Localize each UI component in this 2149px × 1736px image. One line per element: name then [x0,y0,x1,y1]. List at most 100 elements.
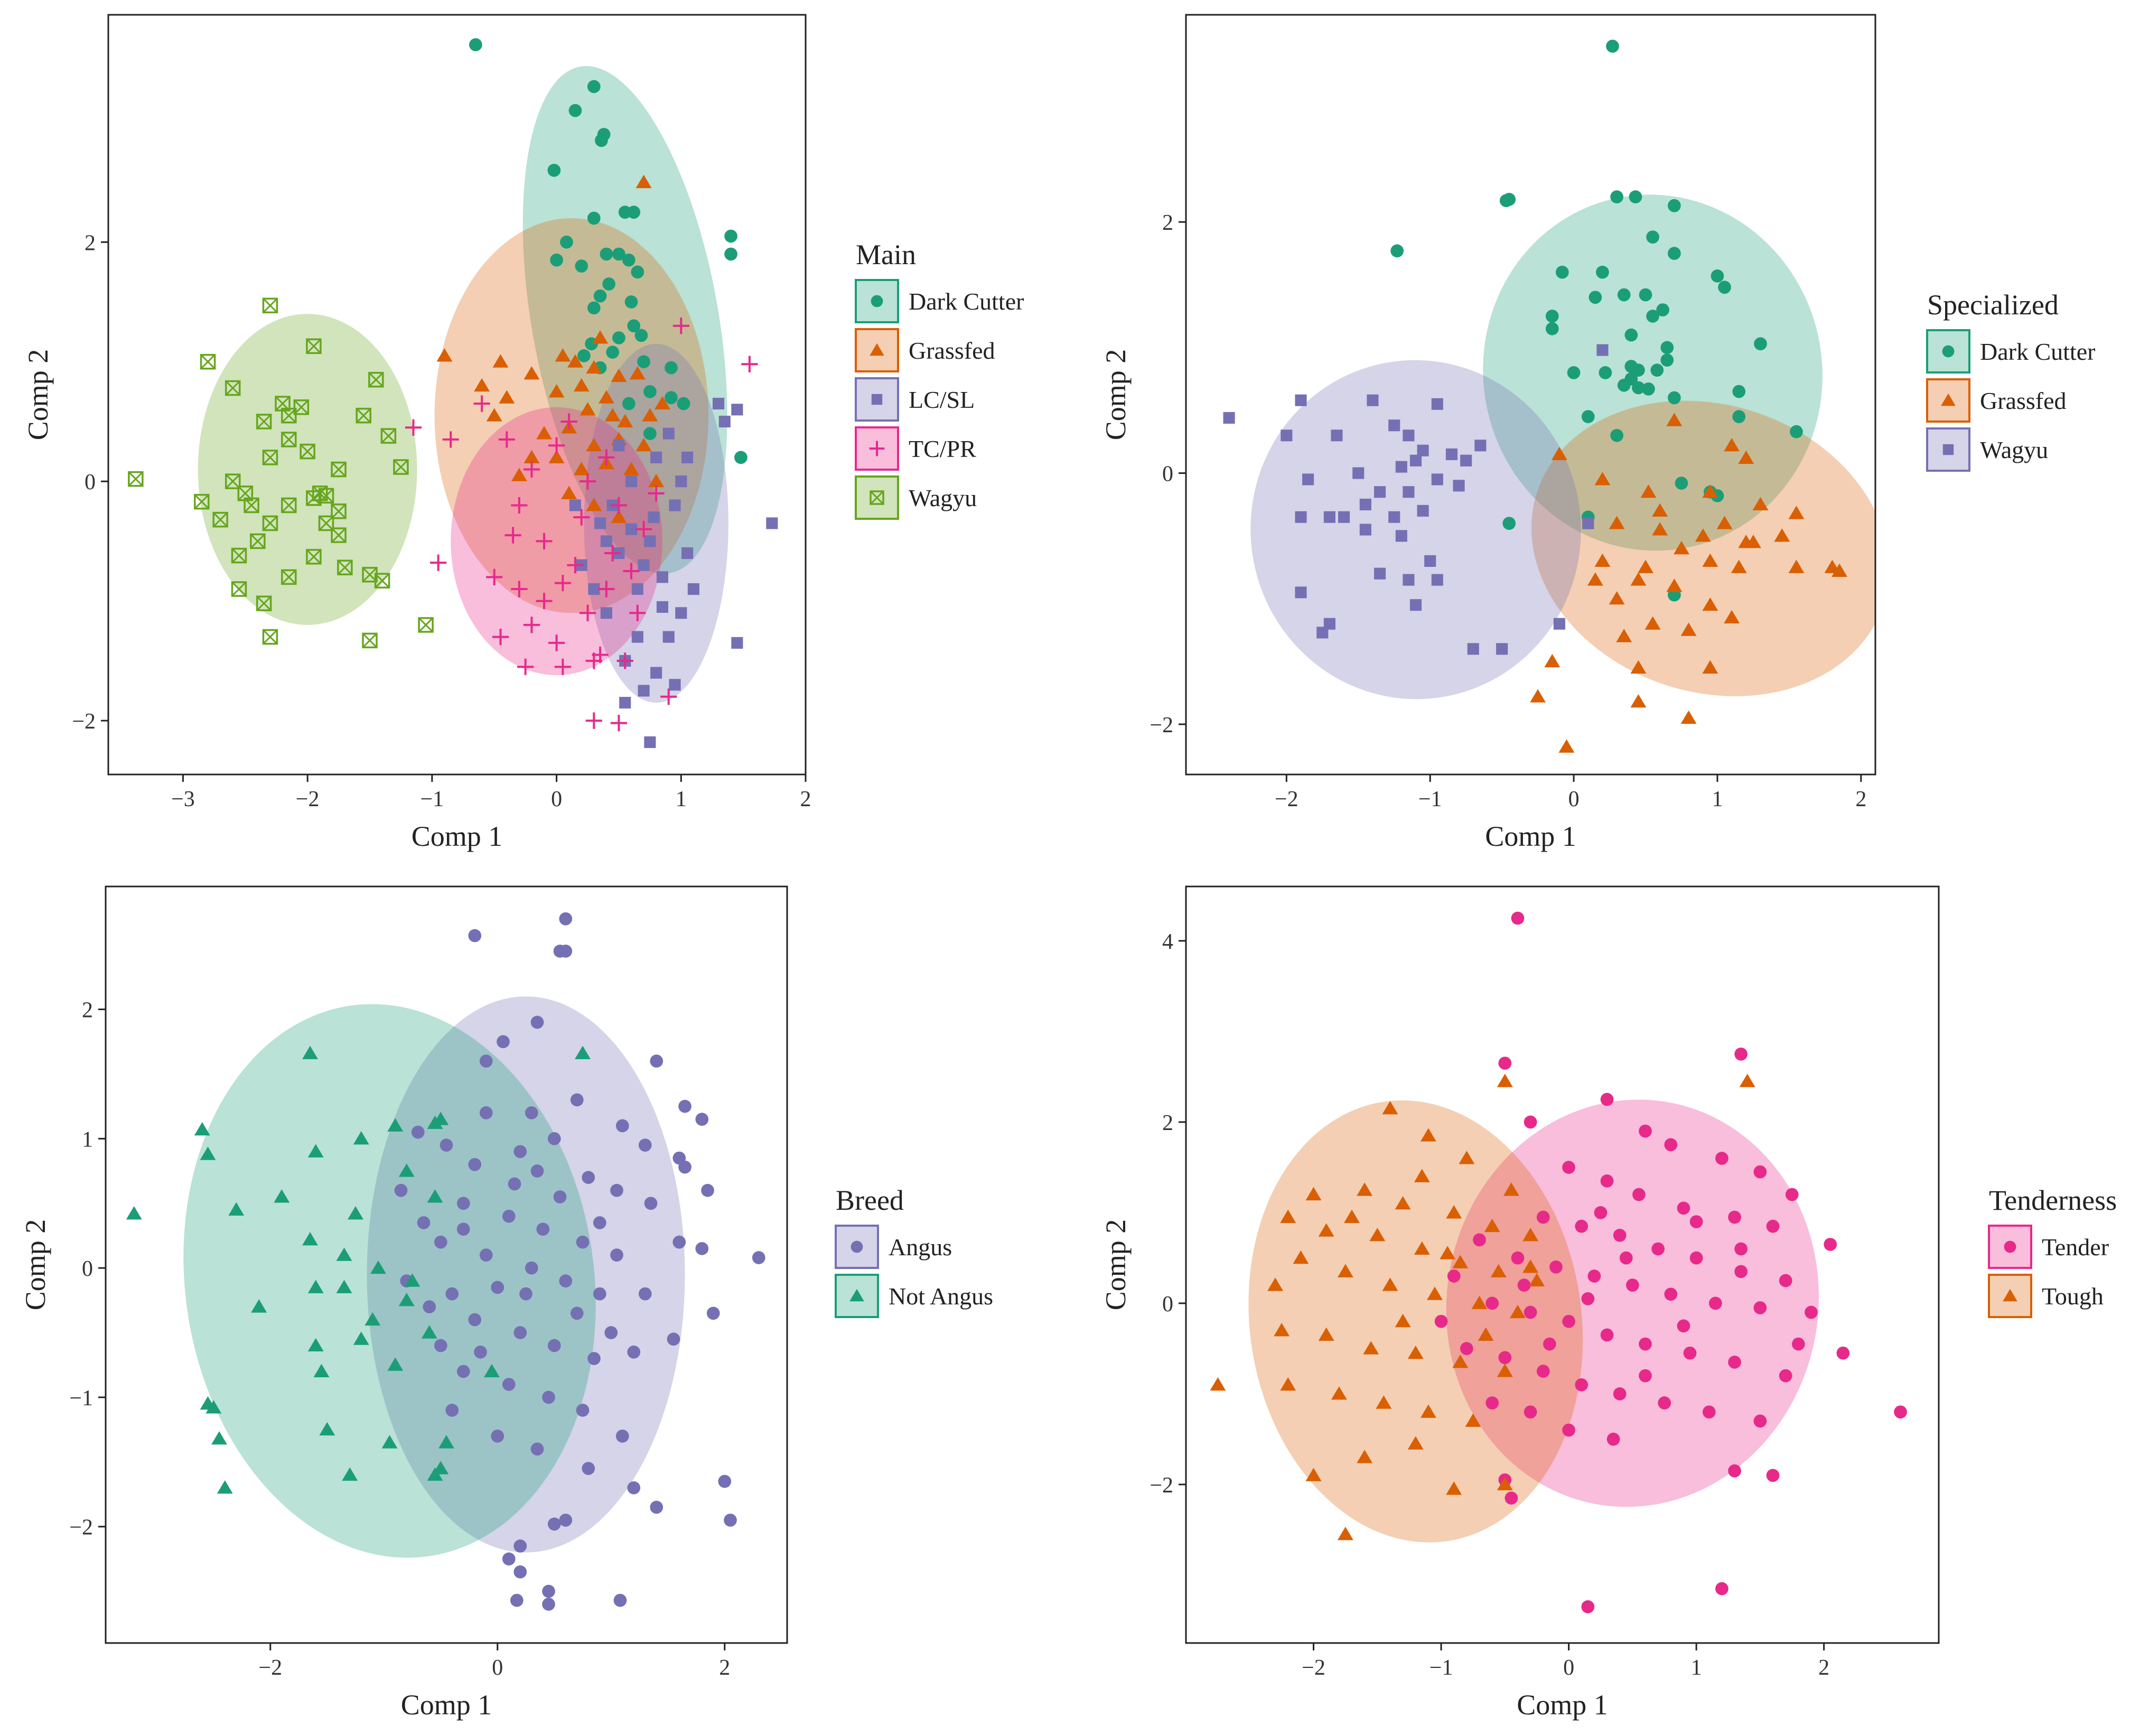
point-tough [1414,1241,1430,1255]
point-grassfed [636,174,652,189]
point-not-angus [353,1331,369,1345]
point-wagyu [1295,586,1307,599]
plot-area [1210,911,1907,1613]
point-dark-cutter [1656,303,1669,316]
point-dark-cutter [1390,244,1404,258]
point-tc-pr [430,554,447,571]
point-dark-cutter [622,253,636,267]
point-angus [593,1216,606,1229]
point-grassfed [492,354,509,368]
point-angus [423,1300,436,1313]
point-tender [1734,1265,1748,1278]
point-not-angus [228,1202,245,1216]
point-tender [1728,1464,1741,1478]
point-lc-sl [638,685,650,697]
point-grassfed [636,437,652,452]
legend: Breed Angus Not Angus [835,1184,993,1318]
x-tick-label: −2 [258,1656,282,1680]
point-angus [553,1190,567,1203]
point-wagyu [262,629,278,645]
point-angus [582,1462,595,1475]
point-lc-sl [731,637,743,649]
point-dark-cutter [634,329,648,342]
point-tc-pr [523,461,540,478]
point-angus [587,1352,601,1365]
point-tender [1581,1292,1595,1305]
plot-area [1223,40,1875,753]
point-angus [434,1235,447,1249]
point-dark-cutter [1711,269,1724,283]
point-tough [1484,1218,1500,1233]
point-tender [1791,1337,1805,1351]
point-angus [468,1158,482,1171]
y-tick-label: −2 [1150,1473,1173,1498]
point-tender [1562,1314,1575,1328]
point-tender [1779,1274,1792,1287]
point-tc-pr [517,658,534,675]
point-angus [513,1145,527,1159]
point-tc-pr [573,509,590,526]
point-dark-cutter [612,331,625,344]
point-not-angus [307,1280,324,1293]
point-angus [724,1514,737,1527]
point-wagyu [256,414,272,430]
point-wagyu [1352,467,1365,479]
point-dark-cutter [577,349,591,362]
point-angus [610,1248,623,1262]
point-lc-sl [625,475,638,488]
point-tender [1689,1215,1703,1228]
point-angus [456,1222,470,1236]
point-angus [479,1248,493,1262]
point-tender [1894,1405,1907,1419]
point-lc-sl [669,499,681,511]
point-angus [559,912,573,926]
point-tender [1639,1337,1652,1351]
point-tc-pr [598,449,615,466]
legend-marker-not-angus [849,1289,864,1302]
legend-marker-grassfed [870,343,884,356]
point-grassfed [474,378,490,392]
point-dark-cutter [1642,382,1655,396]
point-dark-cutter [575,259,588,273]
point-dark-cutter [1650,363,1664,377]
point-tough [1280,1209,1296,1224]
point-dark-cutter [627,206,641,219]
y-axis-title: Comp 2 [1100,1219,1132,1311]
legend-marker-dark-cutter [871,295,883,307]
point-grassfed [586,498,602,511]
point-tc-pr [629,604,646,621]
legend-title: Breed [836,1184,904,1216]
point-wagyu [1295,511,1307,523]
point-tender [1728,1356,1741,1369]
point-wagyu [256,595,272,611]
point-tc-pr [405,419,422,436]
x-axis-title: Comp 1 [401,1689,492,1721]
point-wagyu [356,407,371,424]
point-grassfed [1558,739,1575,753]
point-lc-sl [681,451,694,463]
point-tc-pr [486,568,503,585]
point-angus [701,1183,714,1197]
point-wagyu [418,617,434,633]
point-wagyu [262,297,278,314]
point-wagyu [128,471,144,487]
point-grassfed [629,366,646,380]
point-lc-sl [662,427,675,440]
point-grassfed [524,366,540,380]
point-angus [627,1481,641,1495]
point-tender [1536,1365,1550,1378]
point-not-angus [433,1112,449,1125]
point-tender [1779,1369,1792,1383]
point-wagyu [1409,454,1422,466]
point-tender [1632,1188,1646,1201]
point-dark-cutter [560,235,573,249]
point-grassfed [1724,437,1740,452]
point-tc-pr [492,628,509,646]
point-tender [1524,1305,1537,1319]
point-wagyu [1359,524,1371,536]
point-tender [1785,1188,1799,1201]
point-dark-cutter [1632,381,1645,395]
point-angus [678,1160,692,1174]
point-wagyu [1431,574,1443,586]
legend-label: Dark Cutter [909,288,1024,315]
